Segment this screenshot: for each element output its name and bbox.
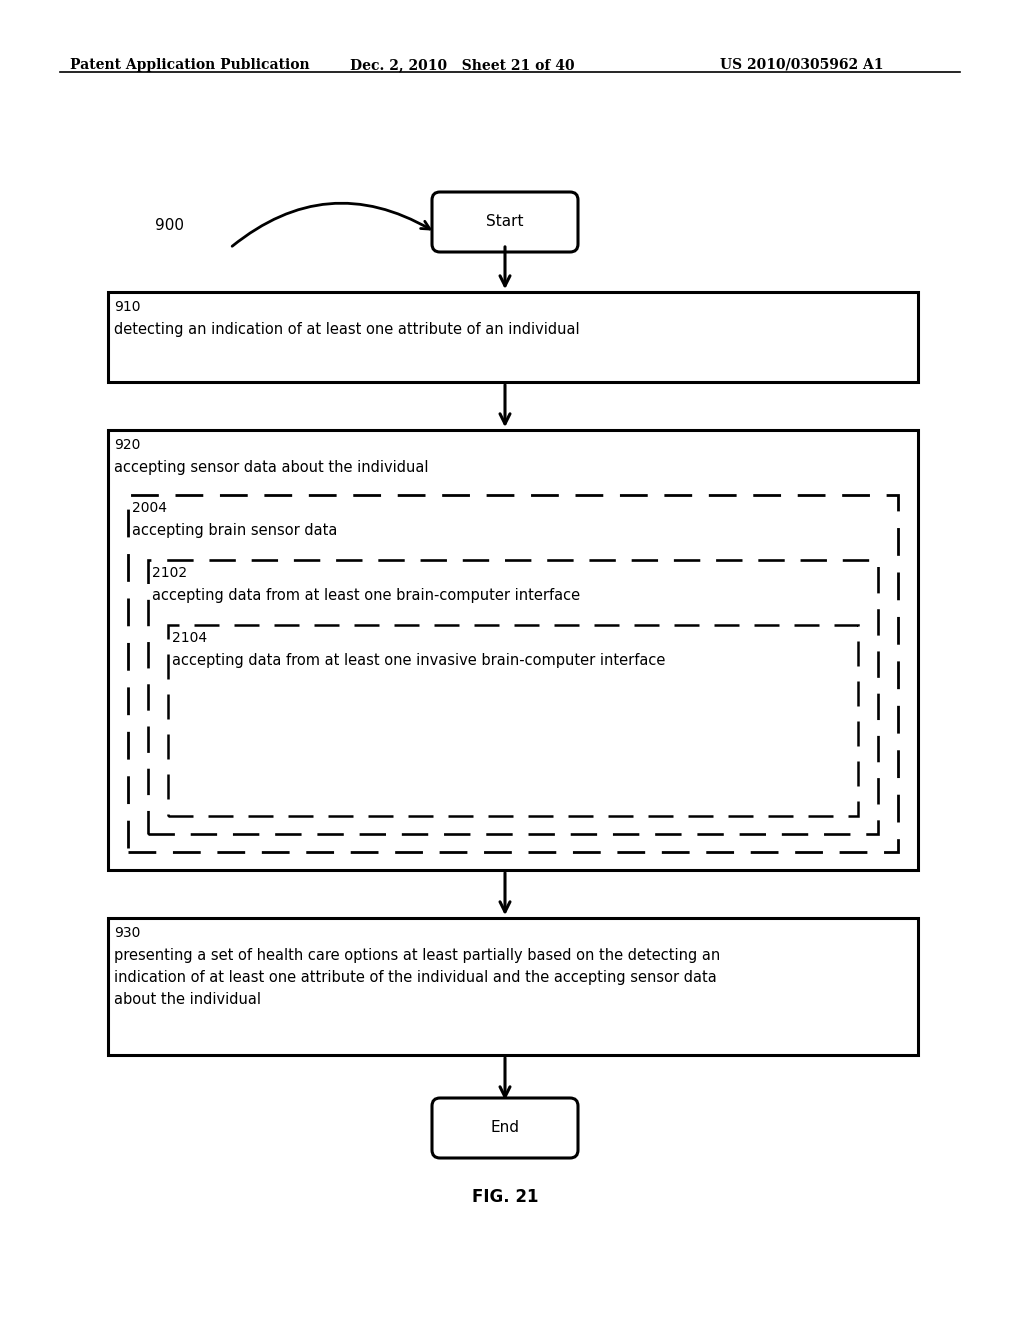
Bar — [108, 430, 918, 870]
Text: FIG. 21: FIG. 21 — [472, 1188, 539, 1206]
Bar — [148, 560, 878, 834]
Text: 920: 920 — [114, 438, 140, 451]
FancyBboxPatch shape — [432, 191, 578, 252]
Text: accepting sensor data about the individual: accepting sensor data about the individu… — [114, 459, 428, 475]
Bar — [108, 292, 918, 381]
Text: Start: Start — [486, 214, 523, 230]
Text: Dec. 2, 2010   Sheet 21 of 40: Dec. 2, 2010 Sheet 21 of 40 — [350, 58, 574, 73]
Text: 2004: 2004 — [132, 502, 167, 515]
Text: indication of at least one attribute of the individual and the accepting sensor : indication of at least one attribute of … — [114, 970, 717, 985]
Text: 2102: 2102 — [152, 566, 187, 579]
Bar — [128, 495, 898, 851]
Text: US 2010/0305962 A1: US 2010/0305962 A1 — [720, 58, 884, 73]
Text: End: End — [490, 1121, 519, 1135]
Text: 900: 900 — [155, 219, 184, 234]
Text: detecting an indication of at least one attribute of an individual: detecting an indication of at least one … — [114, 322, 580, 337]
Bar — [168, 624, 858, 816]
Text: presenting a set of health care options at least partially based on the detectin: presenting a set of health care options … — [114, 948, 720, 964]
Bar — [108, 917, 918, 1055]
Text: 930: 930 — [114, 927, 140, 940]
Text: accepting brain sensor data: accepting brain sensor data — [132, 523, 337, 539]
FancyBboxPatch shape — [432, 1098, 578, 1158]
Text: 2104: 2104 — [172, 631, 207, 645]
Text: accepting data from at least one brain-computer interface: accepting data from at least one brain-c… — [152, 587, 581, 603]
Text: accepting data from at least one invasive brain-computer interface: accepting data from at least one invasiv… — [172, 653, 666, 668]
Text: about the individual: about the individual — [114, 993, 261, 1007]
Text: Patent Application Publication: Patent Application Publication — [70, 58, 309, 73]
Text: 910: 910 — [114, 300, 140, 314]
